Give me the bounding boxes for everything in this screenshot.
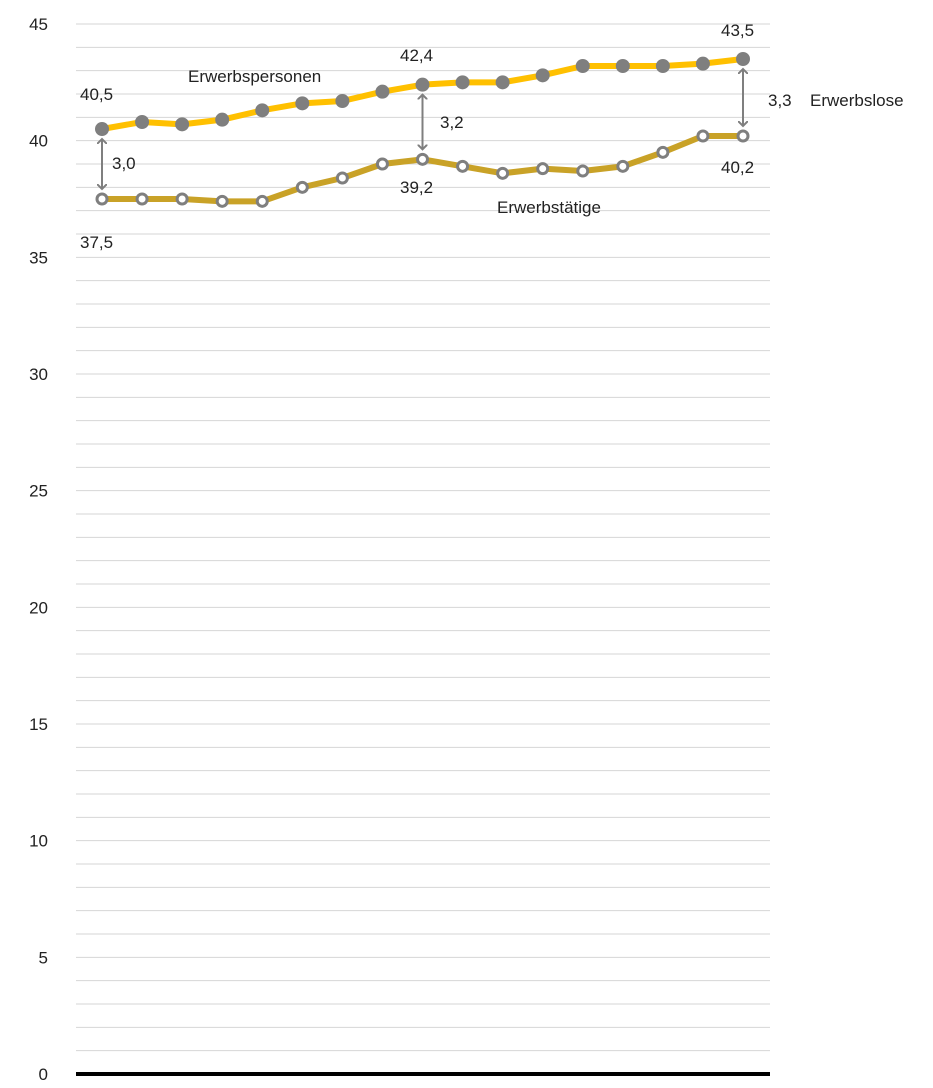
data-point <box>416 152 429 166</box>
data-label: 39,2 <box>400 178 433 197</box>
gap-annotations <box>102 69 743 189</box>
data-labels: 40,5 42,4 43,5 37,5 39,2 40,2 3,0 3,2 3,3 Erwerbs… <box>80 21 904 252</box>
data-point <box>696 129 710 143</box>
data-point <box>295 180 309 194</box>
data-point <box>175 117 190 132</box>
gap-value-label: 3,3 <box>768 91 792 110</box>
data-point <box>736 52 750 66</box>
data-point <box>215 194 229 208</box>
y-axis: 0 5 10 15 20 25 30 35 40 45 <box>29 15 770 1084</box>
data-point <box>135 192 149 206</box>
data-point <box>616 159 630 173</box>
data-point <box>736 129 750 143</box>
data-point <box>455 75 470 90</box>
series-label-erwerbstaetige: Erwerbstätige <box>497 198 601 217</box>
data-point <box>255 103 270 118</box>
data-point <box>95 192 109 206</box>
series-label-erwerbspersonen: Erwerbspersonen <box>188 67 321 86</box>
y-tick-label: 0 <box>39 1065 48 1084</box>
data-point <box>655 59 670 73</box>
data-label: 43,5 <box>721 21 754 40</box>
data-point <box>575 59 590 73</box>
data-label: 40,2 <box>721 158 754 177</box>
data-point <box>495 75 510 90</box>
data-point <box>135 115 150 129</box>
y-tick-label: 45 <box>29 15 48 34</box>
data-point <box>456 159 470 173</box>
data-point <box>576 164 590 178</box>
data-label: 37,5 <box>80 233 113 252</box>
gap-value-label: 3,0 <box>112 154 136 173</box>
data-point <box>535 68 550 83</box>
data-point <box>255 194 269 208</box>
data-point <box>95 122 109 136</box>
data-point <box>335 94 350 108</box>
y-tick-label: 10 <box>29 832 48 851</box>
data-label: 40,5 <box>80 85 113 104</box>
data-point <box>536 162 550 176</box>
data-point <box>656 145 670 159</box>
data-point <box>375 157 389 171</box>
gap-value-label: 3,2 <box>440 113 464 132</box>
y-tick-label: 5 <box>39 948 48 967</box>
data-point <box>175 192 189 206</box>
y-tick-label: 35 <box>29 248 48 267</box>
data-label: 42,4 <box>400 46 433 65</box>
y-tick-label: 20 <box>29 598 48 617</box>
gridlines <box>76 23 770 1052</box>
data-point <box>496 166 510 180</box>
y-tick-label: 25 <box>29 482 48 501</box>
y-tick-label: 40 <box>29 132 48 151</box>
y-tick-label: 30 <box>29 365 48 384</box>
data-point <box>215 112 230 127</box>
y-tick-label: 15 <box>29 715 48 734</box>
data-point <box>615 59 630 73</box>
data-point <box>295 96 310 111</box>
data-point <box>695 56 710 71</box>
series-label-erwerbslose: Erwerbslose <box>810 91 904 110</box>
data-point <box>415 77 430 92</box>
data-point <box>375 84 390 99</box>
series <box>95 52 750 208</box>
data-point <box>335 171 349 185</box>
